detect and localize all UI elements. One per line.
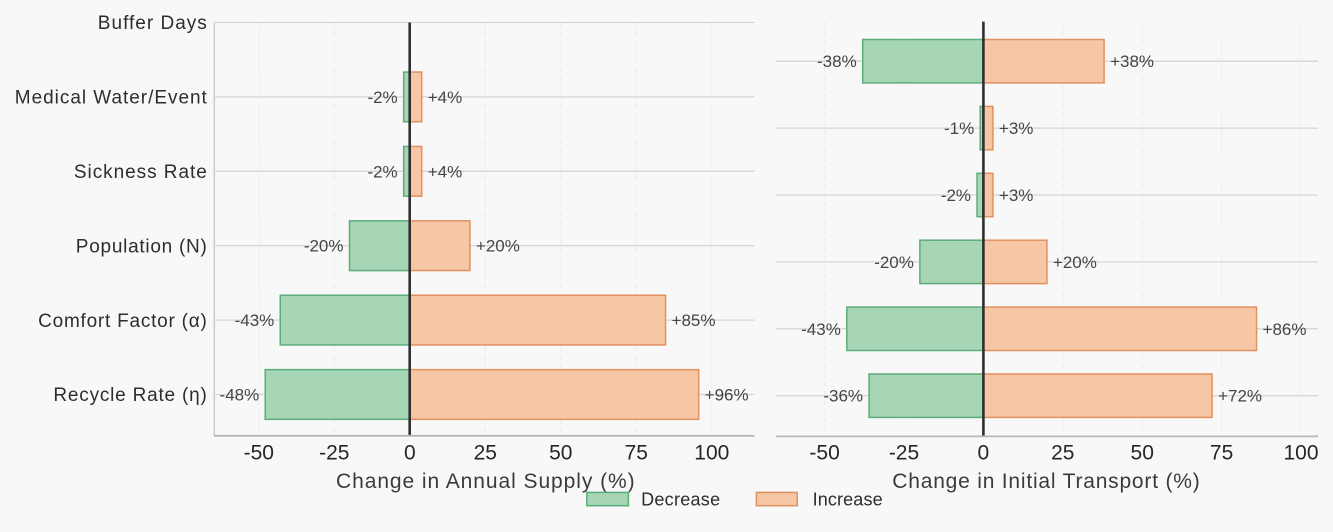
svg-text:-48%: -48% — [220, 385, 260, 404]
svg-text:Sickness Rate: Sickness Rate — [74, 162, 207, 183]
svg-text:100: 100 — [1283, 442, 1318, 465]
svg-text:-2%: -2% — [941, 186, 971, 205]
svg-text:-43%: -43% — [235, 311, 275, 330]
svg-text:75: 75 — [1210, 442, 1233, 465]
svg-text:+3%: +3% — [999, 119, 1033, 138]
svg-text:-38%: -38% — [817, 52, 857, 71]
svg-text:+38%: +38% — [1110, 52, 1154, 71]
svg-text:-1%: -1% — [944, 119, 974, 138]
svg-text:-36%: -36% — [823, 387, 863, 406]
svg-text:Medical Water/Event: Medical Water/Event — [15, 88, 208, 109]
svg-text:Population (N): Population (N) — [76, 236, 207, 257]
svg-text:-50: -50 — [809, 442, 839, 465]
svg-text:25: 25 — [1051, 442, 1074, 465]
svg-text:-50: -50 — [244, 442, 274, 465]
svg-text:Change in Annual Supply (%): Change in Annual Supply (%) — [336, 470, 635, 493]
svg-text:+72%: +72% — [1218, 387, 1262, 406]
svg-text:Buffer Days: Buffer Days — [98, 13, 207, 34]
svg-text:Increase: Increase — [813, 490, 883, 510]
svg-text:50: 50 — [549, 442, 572, 465]
svg-text:+3%: +3% — [999, 186, 1033, 205]
svg-text:Comfort Factor (α): Comfort Factor (α) — [38, 311, 207, 332]
svg-text:-25: -25 — [319, 442, 349, 465]
svg-text:+20%: +20% — [476, 237, 520, 256]
svg-text:25: 25 — [474, 442, 497, 465]
svg-text:Decrease: Decrease — [641, 490, 720, 510]
svg-text:50: 50 — [1131, 442, 1154, 465]
svg-text:-2%: -2% — [367, 88, 397, 107]
svg-text:+4%: +4% — [428, 88, 463, 107]
svg-text:-2%: -2% — [367, 162, 397, 181]
svg-text:0: 0 — [978, 442, 990, 465]
svg-text:-20%: -20% — [304, 237, 344, 256]
svg-text:Change in Initial Transport (%: Change in Initial Transport (%) — [892, 470, 1199, 493]
svg-text:+4%: +4% — [428, 162, 463, 181]
svg-text:75: 75 — [625, 442, 648, 465]
svg-text:0: 0 — [404, 442, 416, 465]
svg-text:Recycle Rate (η): Recycle Rate (η) — [53, 385, 206, 406]
svg-text:+96%: +96% — [705, 385, 749, 404]
svg-text:-25: -25 — [889, 442, 919, 465]
svg-text:+86%: +86% — [1263, 320, 1307, 339]
svg-text:+20%: +20% — [1053, 253, 1097, 272]
svg-text:-43%: -43% — [801, 320, 841, 339]
svg-text:+85%: +85% — [672, 311, 716, 330]
svg-text:-20%: -20% — [874, 253, 914, 272]
svg-text:100: 100 — [694, 442, 729, 465]
